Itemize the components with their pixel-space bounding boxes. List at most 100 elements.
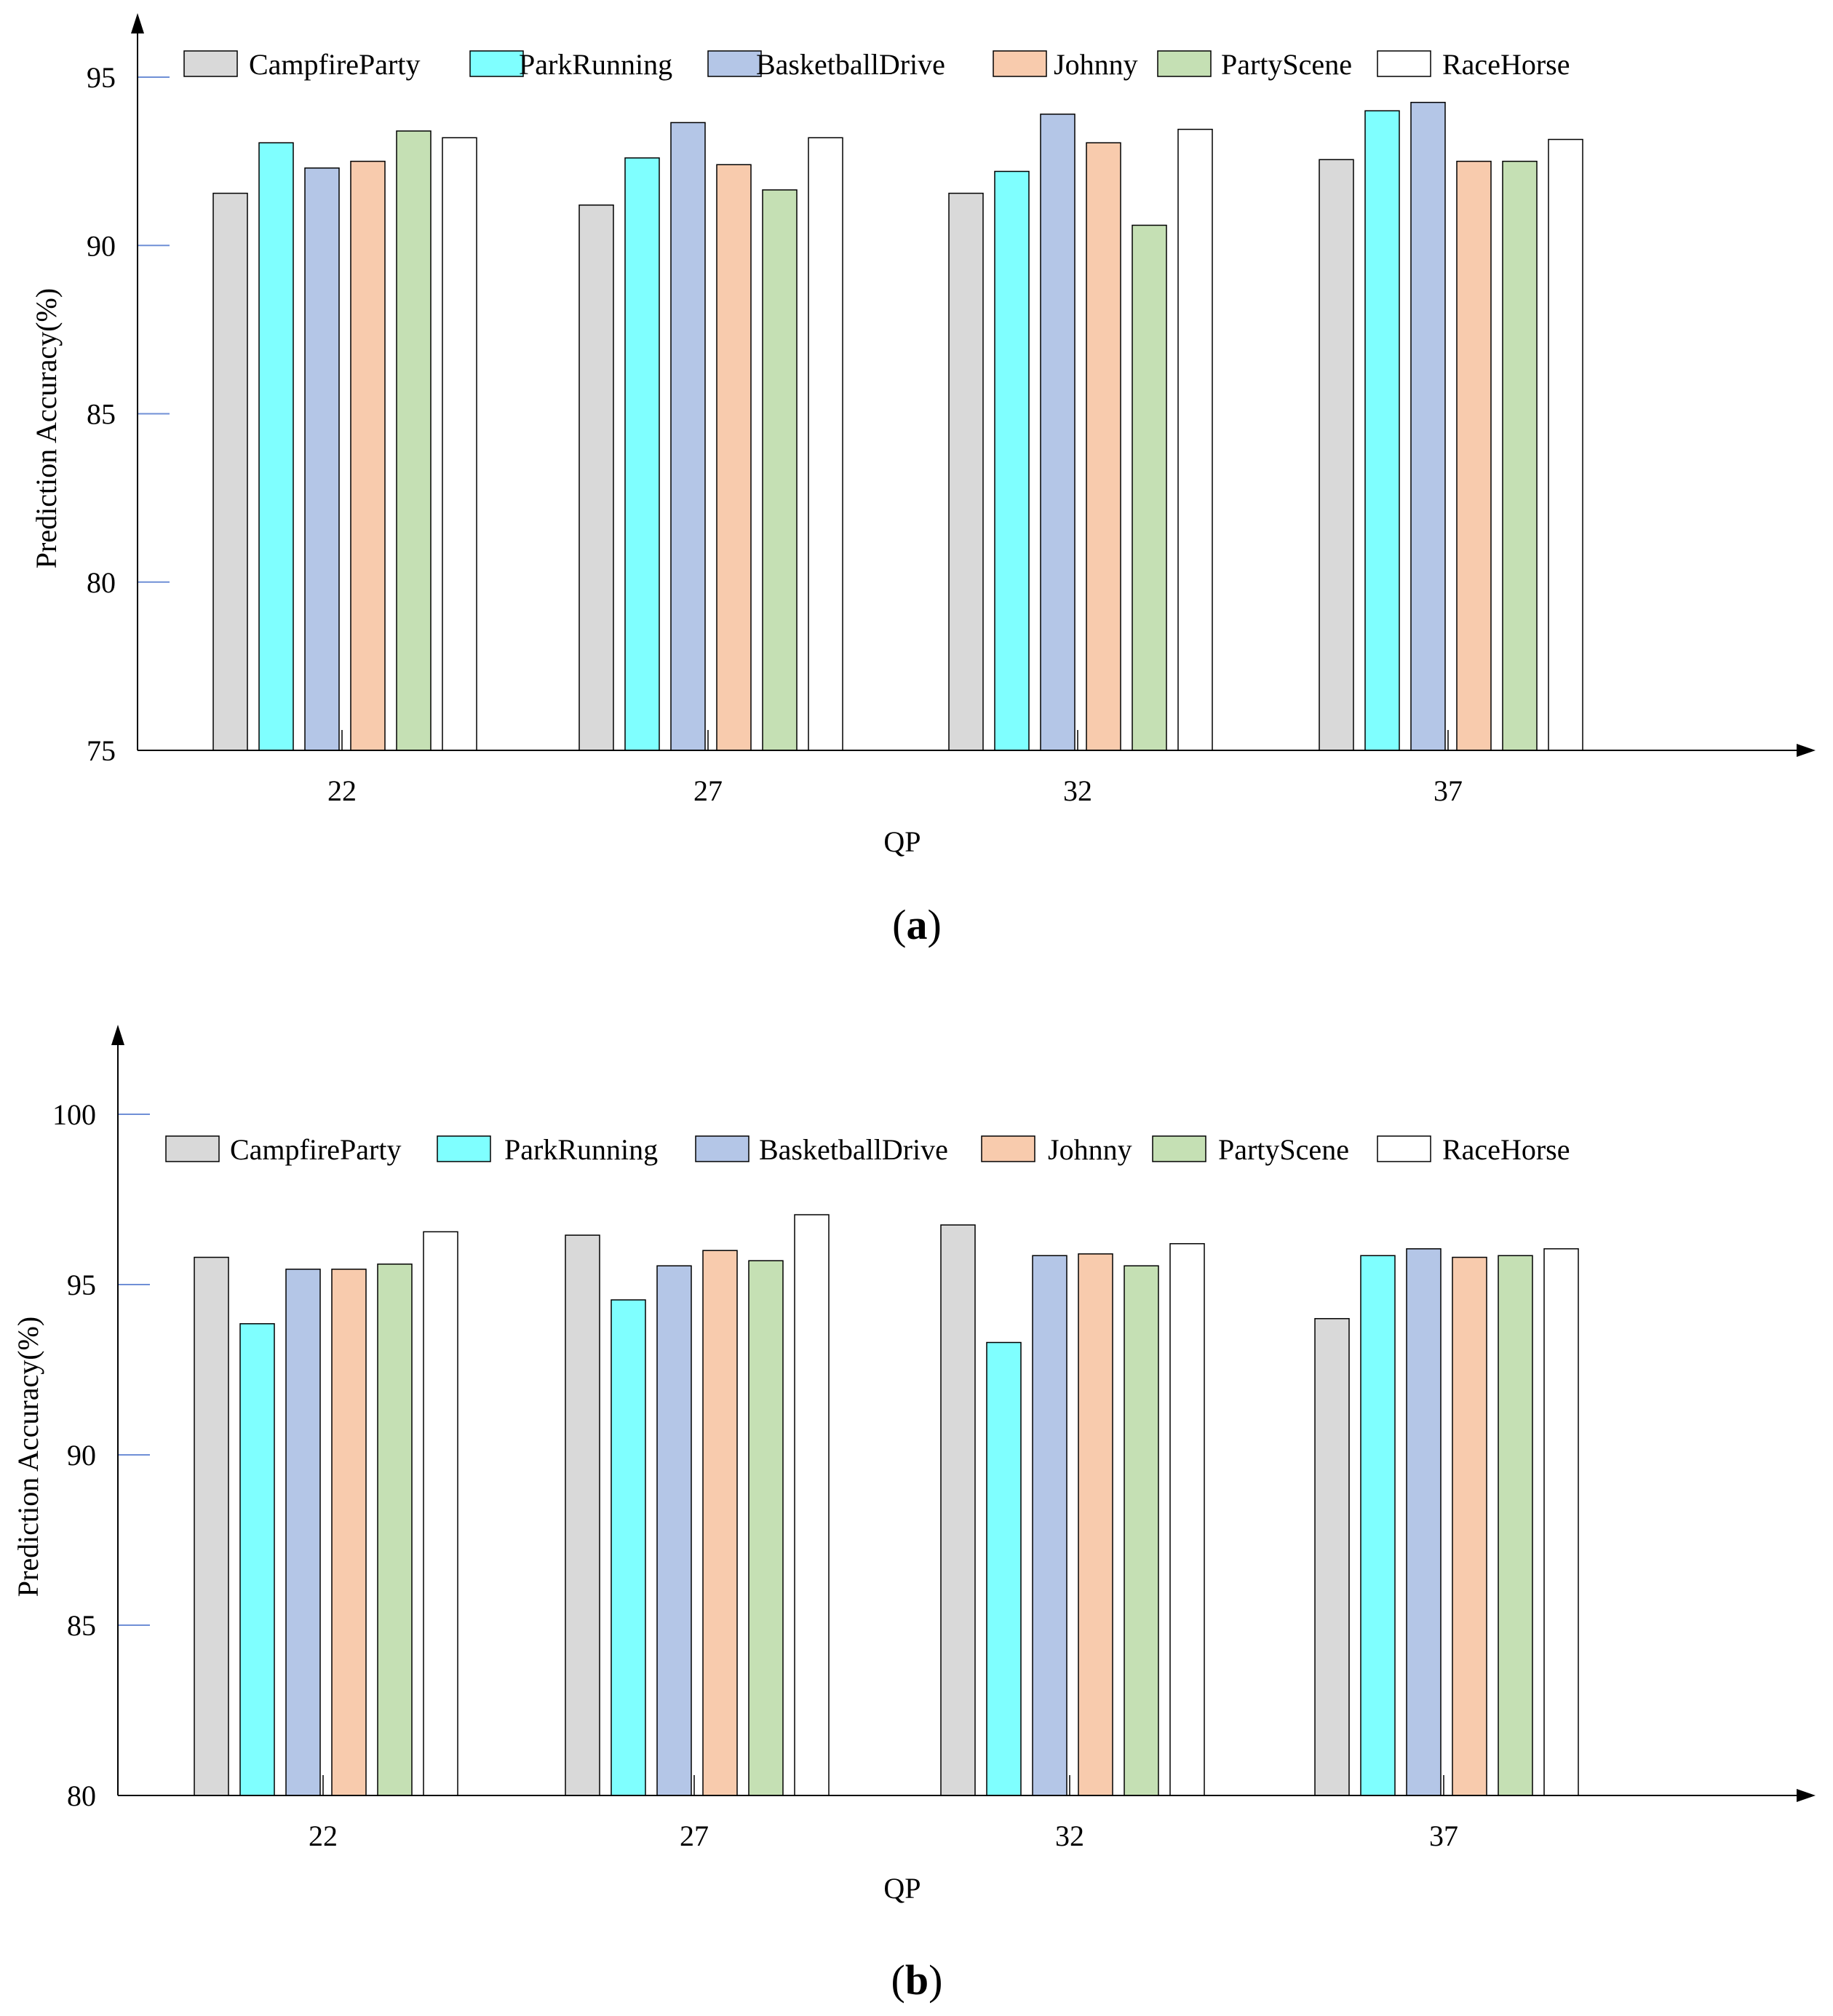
bar-ParkRunning-37 xyxy=(1360,1255,1396,1796)
bar-PartyScene-27 xyxy=(748,1260,784,1796)
x-axis-arrow xyxy=(1797,1789,1816,1802)
legend-swatch-PartyScene xyxy=(1157,50,1212,77)
x-axis-label: QP xyxy=(883,1872,921,1905)
legend-label-ParkRunning: ParkRunning xyxy=(519,48,672,81)
bar-RaceHorse-32 xyxy=(1169,1243,1205,1796)
bar-ParkRunning-22 xyxy=(239,1323,275,1796)
y-tick-label: 85 xyxy=(67,1609,96,1642)
bar-BasketballDrive-37 xyxy=(1410,101,1446,751)
y-tick-label: 100 xyxy=(52,1098,96,1131)
chart-b: 80 85 90 95 100 22 27 32 37 QP Prediction Accuracy… xyxy=(12,1025,1816,2004)
legend-swatch-BasketballDrive xyxy=(695,1135,749,1162)
legend-label-RaceHorse: RaceHorse xyxy=(1442,1133,1570,1166)
y-axis-arrow xyxy=(111,1025,124,1045)
legend-label-PartyScene: PartyScene xyxy=(1221,48,1352,81)
bar-Johnny-32 xyxy=(1078,1253,1113,1796)
legend-label-CampfireParty: CampfireParty xyxy=(230,1133,402,1166)
chart-a: 75 80 85 90 95 22 27 32 37 QP Prediction Accuracy(… xyxy=(30,13,1816,948)
y-axis-label: Prediction Accuracy(%) xyxy=(30,288,63,568)
caption-letter: b xyxy=(905,1956,929,2004)
bar-CampfireParty-27 xyxy=(565,1234,600,1796)
bar-BasketballDrive-22 xyxy=(285,1269,321,1796)
y-axis-label: Prediction Accuracy(%) xyxy=(12,1317,44,1597)
bar-Johnny-37 xyxy=(1452,1256,1487,1796)
y-tick-label: 75 xyxy=(87,734,116,767)
x-tick-label: 32 xyxy=(1055,1819,1084,1852)
bar-BasketballDrive-37 xyxy=(1406,1248,1442,1796)
bar-RaceHorse-22 xyxy=(442,137,477,751)
legend-label-RaceHorse: RaceHorse xyxy=(1442,48,1570,81)
bar-Johnny-27 xyxy=(702,1250,738,1796)
x-axis-arrow xyxy=(1797,744,1816,757)
x-tick-label: 27 xyxy=(680,1819,709,1852)
legend-label-CampfireParty: CampfireParty xyxy=(249,48,421,81)
x-tick-label: 37 xyxy=(1434,774,1463,807)
bar-ParkRunning-22 xyxy=(258,142,294,751)
y-axis-arrow xyxy=(131,13,144,33)
legend-swatch-ParkRunning xyxy=(437,1135,491,1162)
bar-PartyScene-22 xyxy=(396,130,432,751)
bar-CampfireParty-37 xyxy=(1319,159,1354,751)
legend-label-Johnny: Johnny xyxy=(1048,1133,1132,1166)
bar-RaceHorse-27 xyxy=(794,1214,830,1796)
bar-PartyScene-22 xyxy=(377,1263,413,1796)
bar-Johnny-27 xyxy=(716,164,752,751)
legend-swatch-ParkRunning xyxy=(469,50,524,77)
bar-Johnny-22 xyxy=(331,1269,367,1796)
bar-PartyScene-32 xyxy=(1124,1265,1159,1796)
bar-PartyScene-37 xyxy=(1502,160,1538,751)
x-tick-label: 37 xyxy=(1429,1819,1458,1852)
caption-letter: a xyxy=(907,901,928,948)
bar-RaceHorse-27 xyxy=(808,137,843,751)
y-tick-label: 90 xyxy=(87,229,116,262)
y-tick-label: 95 xyxy=(87,61,116,94)
x-tick-label: 32 xyxy=(1063,774,1092,807)
bar-CampfireParty-22 xyxy=(194,1256,229,1796)
y-tick-label: 90 xyxy=(67,1439,96,1472)
bar-ParkRunning-37 xyxy=(1364,110,1400,751)
y-tick-label: 95 xyxy=(67,1269,96,1301)
caption: (a) xyxy=(892,901,942,948)
bar-CampfireParty-27 xyxy=(578,205,614,751)
legend-swatch-Johnny xyxy=(981,1135,1035,1162)
legend-label-ParkRunning: ParkRunning xyxy=(504,1133,658,1166)
bar-BasketballDrive-32 xyxy=(1040,114,1075,751)
legend-label-BasketballDrive: BasketballDrive xyxy=(759,1133,948,1166)
caption: (b) xyxy=(891,1956,943,2004)
legend-label-Johnny: Johnny xyxy=(1054,48,1138,81)
bar-BasketballDrive-27 xyxy=(670,122,706,751)
bar-PartyScene-37 xyxy=(1498,1255,1533,1796)
x-tick-label: 22 xyxy=(309,1819,338,1852)
bar-Johnny-37 xyxy=(1456,160,1492,751)
bar-BasketballDrive-32 xyxy=(1032,1255,1067,1796)
y-tick-label: 85 xyxy=(87,398,116,431)
bar-PartyScene-27 xyxy=(762,189,798,751)
y-tick-label: 80 xyxy=(67,1779,96,1812)
bar-RaceHorse-32 xyxy=(1177,128,1213,751)
y-tick-label: 80 xyxy=(87,566,116,599)
legend-swatch-RaceHorse xyxy=(1377,1135,1431,1162)
bar-RaceHorse-37 xyxy=(1543,1248,1579,1796)
legend-swatch-RaceHorse xyxy=(1377,50,1431,77)
x-tick-label: 27 xyxy=(693,774,723,807)
legend-swatch-BasketballDrive xyxy=(707,50,762,77)
legend-label-PartyScene: PartyScene xyxy=(1218,1133,1349,1166)
legend-swatch-CampfireParty xyxy=(165,1135,220,1162)
bar-CampfireParty-22 xyxy=(212,192,248,751)
x-tick-label: 22 xyxy=(327,774,357,807)
bar-CampfireParty-32 xyxy=(940,1224,976,1796)
legend-label-BasketballDrive: BasketballDrive xyxy=(756,48,945,81)
legend-swatch-PartyScene xyxy=(1152,1135,1206,1162)
x-axis-label: QP xyxy=(883,825,921,858)
bar-ParkRunning-32 xyxy=(994,170,1030,751)
bar-Johnny-22 xyxy=(350,160,386,751)
bar-RaceHorse-22 xyxy=(423,1231,458,1796)
bar-CampfireParty-32 xyxy=(948,192,984,751)
legend-swatch-CampfireParty xyxy=(183,50,238,77)
bar-Johnny-32 xyxy=(1086,142,1121,751)
bar-BasketballDrive-22 xyxy=(304,167,340,751)
bar-RaceHorse-37 xyxy=(1548,138,1583,751)
bar-ParkRunning-27 xyxy=(611,1299,646,1796)
bar-ParkRunning-32 xyxy=(986,1341,1022,1796)
